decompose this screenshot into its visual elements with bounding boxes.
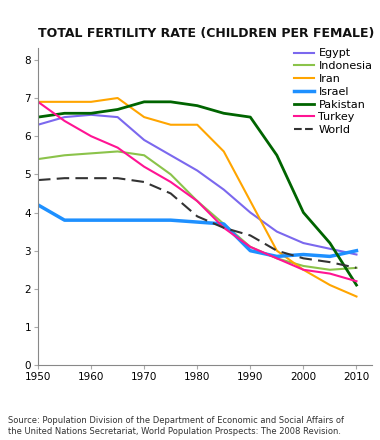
Text: Source: Population Division of the Department of Economic and Social Affairs of
: Source: Population Division of the Depar… <box>8 415 344 436</box>
Text: TOTAL FERTILITY RATE (CHILDREN PER FEMALE): TOTAL FERTILITY RATE (CHILDREN PER FEMAL… <box>38 26 374 40</box>
Legend: Egypt, Indonesia, Iran, Israel, Pakistan, Turkey, World: Egypt, Indonesia, Iran, Israel, Pakistan… <box>294 48 372 135</box>
